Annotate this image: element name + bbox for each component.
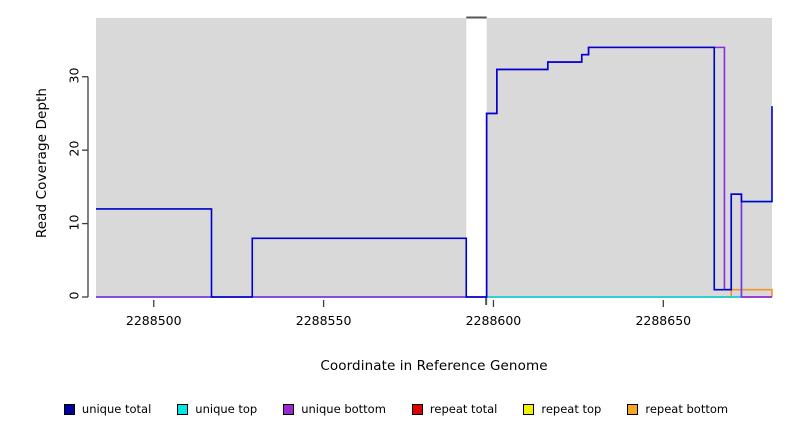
- y-tick-label: 30: [66, 67, 82, 84]
- legend-swatch-icon: [63, 403, 75, 415]
- y-tick-label: 0: [66, 291, 82, 300]
- legend-item-unique-top: unique top: [177, 402, 257, 416]
- x-tick-label: 2288500: [125, 313, 182, 328]
- legend-item-repeat-total: repeat total: [411, 402, 498, 416]
- legend-label: unique top: [195, 402, 258, 416]
- x-tick-label: 2288650: [635, 313, 692, 328]
- data-series-group: [96, 46, 773, 298]
- legend-label: unique total: [81, 402, 152, 416]
- x-tick-label: 2288600: [465, 313, 522, 328]
- legend-label: repeat top: [541, 402, 602, 416]
- x-tick-label: 2288550: [295, 313, 352, 328]
- legend-item-unique-bottom: unique bottom: [283, 402, 386, 416]
- legend-item-repeat-top: repeat top: [523, 402, 601, 416]
- legend-swatch-icon: [177, 403, 189, 415]
- x-axis-title: Coordinate in Reference Genome: [320, 358, 548, 374]
- plot-panel-background: [96, 16, 772, 305]
- legend-swatch-icon: [523, 403, 535, 415]
- legend-swatch-icon: [411, 403, 423, 415]
- y-tick-label: 20: [66, 140, 82, 157]
- legend-item-unique-total: unique total: [63, 402, 152, 416]
- y-tick-label: 10: [66, 214, 82, 231]
- legend-label: unique bottom: [301, 402, 386, 416]
- legend-label: repeat bottom: [645, 402, 729, 416]
- legend-item-repeat-bottom: repeat bottom: [627, 402, 728, 416]
- axis-lines-and-ticks: [82, 76, 664, 307]
- chart-legend: unique total unique top unique bottom repea…: [0, 398, 792, 420]
- legend-label: repeat total: [429, 402, 498, 416]
- legend-swatch-icon: [627, 403, 639, 415]
- legend-swatch-icon: [283, 403, 295, 415]
- series-line-unique-total: [96, 46, 773, 298]
